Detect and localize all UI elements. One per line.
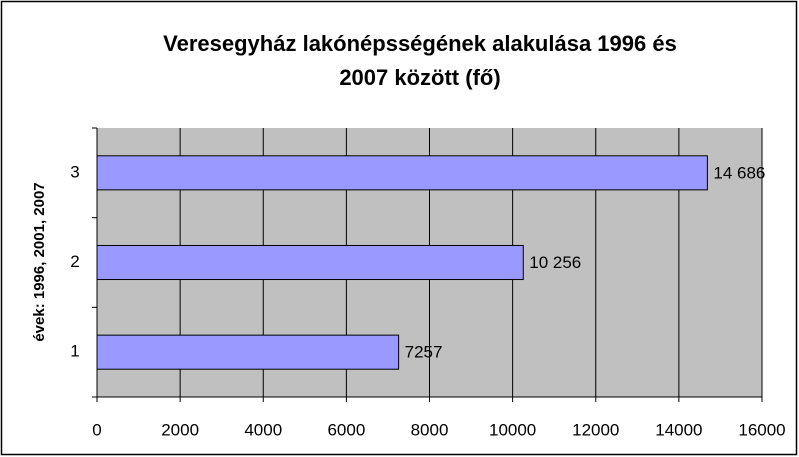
y-axis-label: évek: 1996, 2001, 2007 — [31, 182, 48, 341]
x-tick-label: 0 — [92, 420, 101, 439]
bar — [96, 244, 524, 281]
x-tick-label: 2000 — [161, 420, 199, 439]
y-tick-label: 3 — [70, 162, 79, 181]
bar — [96, 334, 400, 370]
x-tick-label: 10000 — [489, 420, 536, 439]
x-tick-label: 6000 — [327, 420, 365, 439]
y-tick-label: 1 — [70, 342, 79, 361]
x-tick-label: 16000 — [738, 420, 785, 439]
data-label: 7257 — [405, 343, 443, 362]
chart-title: 2007 között (fő) — [339, 65, 500, 90]
x-tick-label: 4000 — [244, 420, 282, 439]
x-tick-label: 8000 — [411, 420, 449, 439]
data-label: 14 686 — [713, 163, 765, 182]
data-label: 10 256 — [529, 253, 581, 272]
y-tick-label: 2 — [70, 252, 79, 271]
x-tick-label: 12000 — [572, 420, 619, 439]
chart-title: Veresegyház lakónépsségének alakulása 19… — [163, 31, 677, 56]
bar — [96, 155, 708, 191]
x-tick-label: 14000 — [655, 420, 702, 439]
